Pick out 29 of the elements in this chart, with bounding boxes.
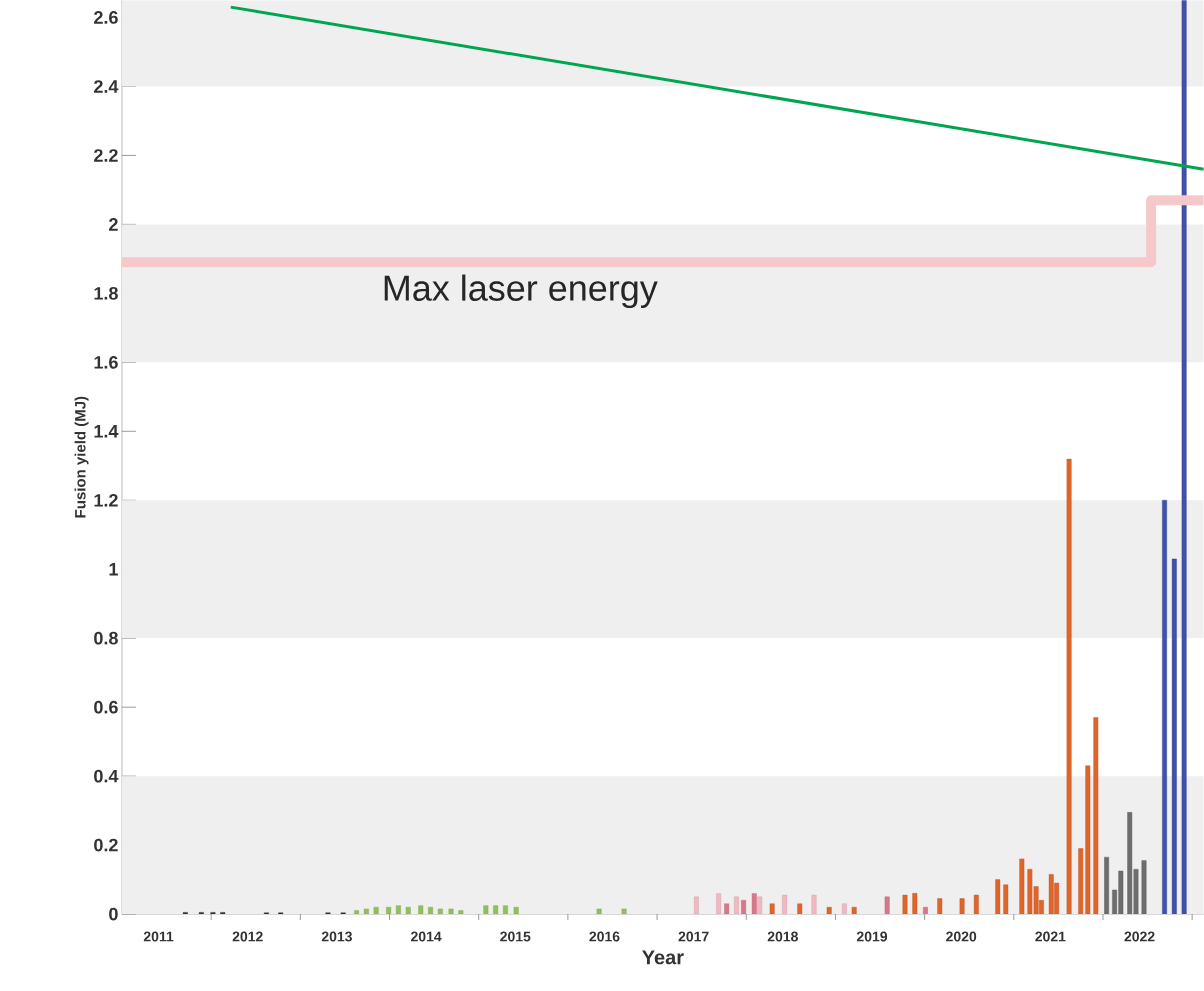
- x-tick-label: 2022: [1124, 931, 1155, 942]
- x-tick-label: 2019: [856, 931, 888, 942]
- y-tick-label: 0.8: [94, 631, 118, 645]
- y-tick-label: 0.4: [94, 769, 119, 783]
- x-tick-label: 2021: [1035, 931, 1066, 942]
- x-tick-label: 2017: [678, 931, 709, 942]
- y-tick-label: 1.2: [94, 493, 118, 507]
- x-tick-label: 2014: [411, 931, 442, 942]
- y-tick-label: 2.2: [94, 149, 118, 162]
- y-tick-label: 2.6: [94, 11, 118, 24]
- y-tick-label: 0.6: [94, 700, 118, 714]
- series-label: Max laser energy: [384, 274, 658, 309]
- y-tick-label: 1.4: [94, 425, 119, 438]
- x-tick-label: 2012: [232, 931, 263, 942]
- x-axis-title: Year: [642, 950, 684, 965]
- y-tick-label: 0: [109, 907, 118, 921]
- y-tick-label: 1.8: [94, 286, 118, 300]
- y-tick-label: 1: [109, 563, 118, 576]
- x-tick-label: 2016: [589, 931, 620, 942]
- x-tick-label: 2013: [321, 931, 352, 942]
- x-tick-label: 2015: [500, 931, 531, 942]
- y-tick-label: 0.2: [94, 838, 118, 852]
- y-tick-label: 2.4: [94, 80, 119, 93]
- y-axis-title: Fusion yield (MJ): [74, 396, 89, 518]
- x-tick-label: 2018: [767, 931, 798, 942]
- y-tick-label: 1.6: [94, 355, 118, 369]
- x-tick-label: 2020: [946, 931, 977, 942]
- y-tick-label: 2: [109, 218, 118, 231]
- x-tick-label: 2011: [143, 931, 174, 942]
